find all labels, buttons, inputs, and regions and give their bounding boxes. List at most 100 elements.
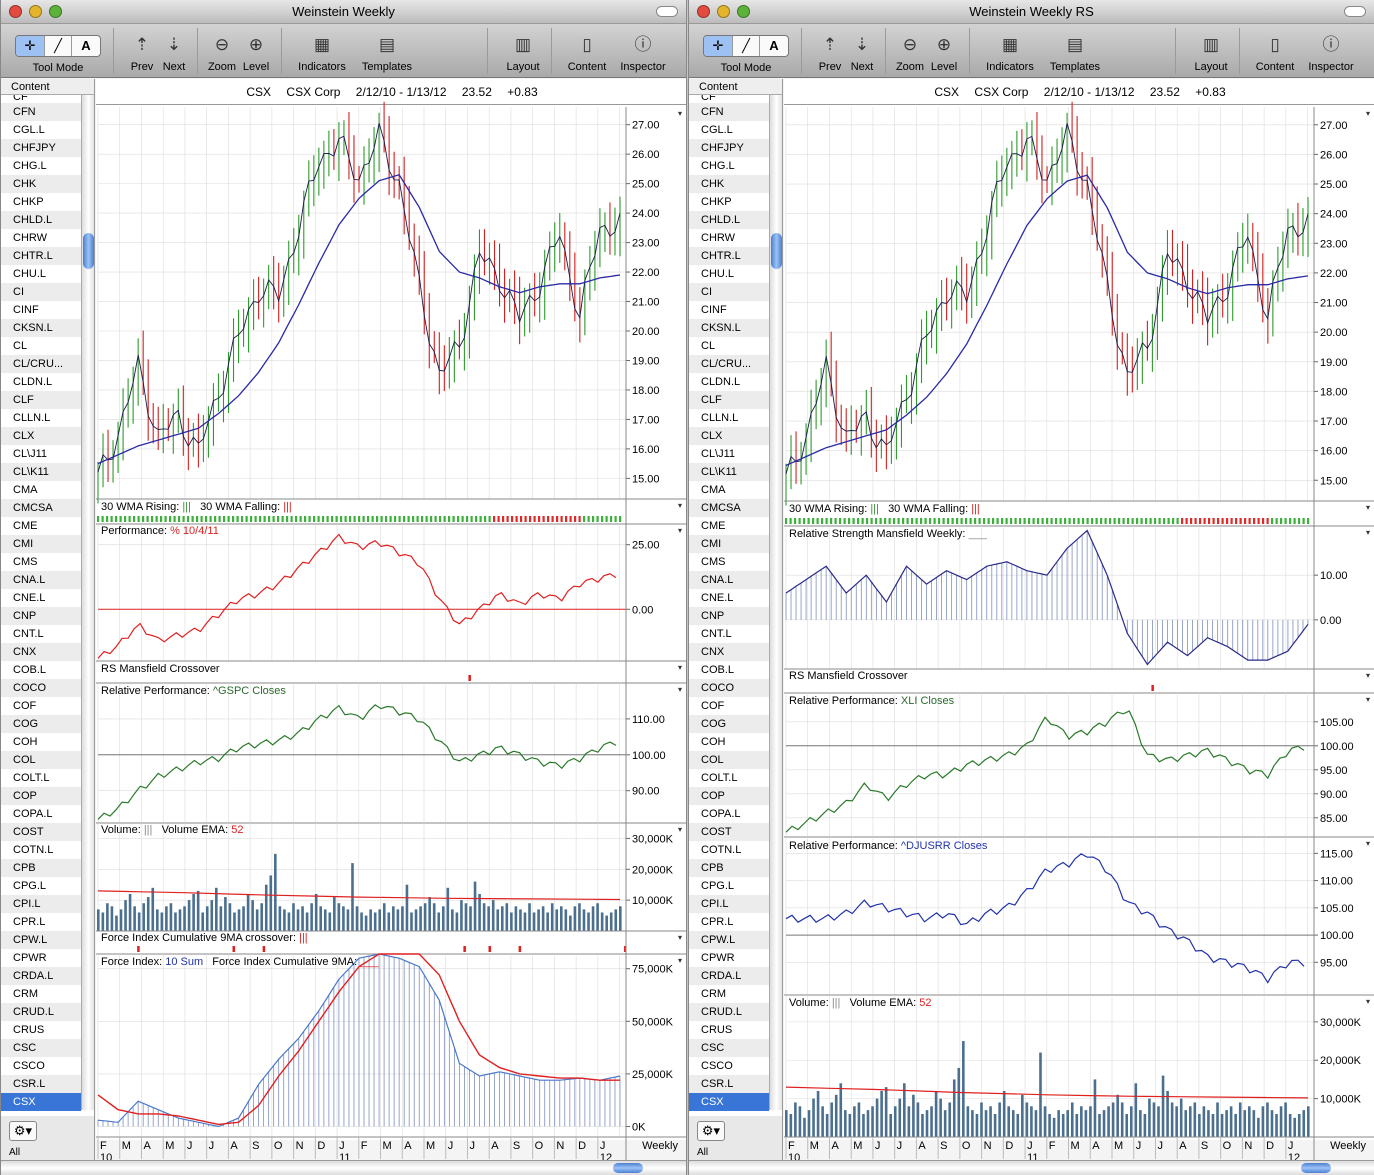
symbol-list-item[interactable]: COB.L <box>701 664 735 676</box>
symbol-list-item[interactable]: CSCO <box>13 1060 45 1072</box>
symbol-list-item[interactable]: COLT.L <box>13 772 50 784</box>
cursor-icon[interactable]: ✛ <box>704 36 732 56</box>
symbol-list-item[interactable]: CMCSA <box>1 499 81 517</box>
horizontal-scrollbar[interactable] <box>1 1160 686 1175</box>
content-button[interactable]: ▯ Content <box>1251 32 1299 73</box>
symbol-list-item[interactable]: CLX <box>1 427 81 445</box>
symbol-list-item[interactable]: CMA <box>701 484 726 496</box>
symbol-list-item[interactable]: CHG.L <box>13 160 47 172</box>
symbol-list-item[interactable]: COCO <box>1 679 81 697</box>
zoom-window-button[interactable] <box>49 5 62 18</box>
zoom-out-button[interactable]: ⊖ Zoom <box>893 32 927 73</box>
symbol-list-item[interactable]: CSC <box>689 1039 769 1057</box>
cursor-icon[interactable]: ✛ <box>16 36 44 56</box>
symbol-list-item[interactable]: COL <box>1 751 81 769</box>
symbol-list-item[interactable]: COF <box>13 700 37 712</box>
symbol-list-item[interactable]: COP <box>1 787 81 805</box>
symbol-list-item[interactable]: CHKP <box>13 196 44 208</box>
symbol-list-item[interactable]: CPR.L <box>13 916 46 928</box>
symbol-list-item[interactable]: CHK <box>689 175 769 193</box>
symbol-list-item[interactable]: CHLD.L <box>689 211 769 229</box>
symbol-list-item[interactable]: CKSN.L <box>689 319 769 337</box>
symbol-list-item[interactable]: CKSN.L <box>1 319 81 337</box>
symbol-list-item[interactable]: CPWR <box>13 952 47 964</box>
symbol-list-item[interactable]: CL\J11 <box>701 448 736 460</box>
templates-button[interactable]: ▤ Templates <box>357 32 417 73</box>
symbol-list-item[interactable]: CMS <box>13 556 38 568</box>
symbol-list-item[interactable]: CRM <box>701 988 727 1000</box>
symbol-list-item[interactable]: CPG.L <box>13 880 47 892</box>
sidebar-scrollbar[interactable] <box>769 95 782 1110</box>
text-icon[interactable]: A <box>81 38 91 53</box>
period-label[interactable]: Weekly <box>642 1140 678 1152</box>
title-bar[interactable]: Weinstein Weekly RS <box>689 0 1374 24</box>
zoom-window-button[interactable] <box>737 5 750 18</box>
symbol-list-item[interactable]: COG <box>1 715 81 733</box>
symbol-list-item[interactable]: CRM <box>13 988 39 1000</box>
close-window-button[interactable] <box>9 5 22 18</box>
symbol-list-item[interactable]: CHLD.L <box>1 211 81 229</box>
symbol-list-item[interactable]: CRUD.L <box>1 1003 81 1021</box>
symbol-list-item[interactable]: CHU.L <box>13 268 47 280</box>
symbol-list-item[interactable]: CPG.L <box>701 880 735 892</box>
tool-mode-selector[interactable]: ✛ ╱ A <box>15 35 101 57</box>
zoom-in-button[interactable]: ⊕ Level <box>239 32 273 73</box>
next-button[interactable]: ⇣ Next <box>847 32 877 73</box>
tool-mode-selector[interactable]: ✛ ╱ A <box>703 35 789 57</box>
toolbar-toggle-button[interactable] <box>656 6 678 17</box>
symbol-list-item[interactable]: COST <box>1 823 81 841</box>
next-button[interactable]: ⇣ Next <box>159 32 189 73</box>
symbol-list-item[interactable]: CRUD.L <box>689 1003 769 1021</box>
layout-button[interactable]: ▥ Layout <box>1189 32 1233 73</box>
indicators-button[interactable]: ▦ Indicators <box>293 32 351 73</box>
symbol-list-item[interactable]: COLT.L <box>701 772 738 784</box>
minimize-window-button[interactable] <box>717 5 730 18</box>
chart-svg[interactable]: 15.00 16.00 17.00 18.00 19.00 20.00 21.00 22.00… <box>96 79 687 1160</box>
symbol-list-item[interactable]: CMI <box>689 535 769 553</box>
symbol-list-item[interactable]: COL <box>689 751 769 769</box>
symbol-list-item[interactable]: CSR.L <box>689 1075 769 1093</box>
prev-button[interactable]: ⇡ Prev <box>815 32 845 73</box>
symbol-list-item[interactable]: CRUS <box>13 1024 45 1036</box>
symbol-list-item[interactable]: CPW.L <box>1 931 81 949</box>
symbol-list-item[interactable]: CPR.L <box>701 916 734 928</box>
symbol-list-item[interactable]: CNX <box>689 643 769 661</box>
symbol-list-item[interactable]: CL\J11 <box>13 448 48 460</box>
symbol-list-item[interactable]: COF <box>701 700 725 712</box>
symbol-list-item[interactable]: CNA.L <box>1 571 81 589</box>
symbol-list-item[interactable]: CL\K11 <box>689 463 769 481</box>
zoom-in-button[interactable]: ⊕ Level <box>927 32 961 73</box>
symbol-list-item[interactable]: CLLN.L <box>13 412 51 424</box>
symbol-list-item[interactable]: CL\K11 <box>1 463 81 481</box>
gear-icon[interactable]: ⚙▾ <box>697 1121 725 1141</box>
text-icon[interactable]: A <box>769 38 779 53</box>
all-filter-label[interactable]: All <box>697 1147 709 1158</box>
symbol-list-item[interactable]: CLX <box>689 427 769 445</box>
minimize-window-button[interactable] <box>29 5 42 18</box>
symbol-list-item[interactable]: CPW.L <box>689 931 769 949</box>
symbol-list-item[interactable]: CGL.L <box>701 124 733 136</box>
symbol-list-item[interactable]: CHTR.L <box>1 247 81 265</box>
symbol-list-item[interactable]: CRDA.L <box>689 967 769 985</box>
symbol-list-item[interactable]: CHFJPY <box>689 139 769 157</box>
symbol-list-item[interactable]: CHU.L <box>701 268 735 280</box>
symbol-list-item[interactable]: CHK <box>1 175 81 193</box>
symbol-list-item[interactable]: COPA.L <box>13 808 53 820</box>
symbol-list-item[interactable]: CHG.L <box>701 160 735 172</box>
symbol-list-item[interactable]: CNT.L <box>13 628 44 640</box>
symbol-list-item[interactable]: CMA <box>13 484 38 496</box>
symbol-list-item[interactable]: CHKP <box>701 196 732 208</box>
symbol-list-item[interactable]: CPB <box>1 859 81 877</box>
symbol-list-item[interactable]: CRUS <box>701 1024 733 1036</box>
horizontal-scrollbar[interactable] <box>689 1160 1374 1175</box>
templates-button[interactable]: ▤ Templates <box>1045 32 1105 73</box>
symbol-list-item[interactable]: CMCSA <box>689 499 769 517</box>
symbol-list-item[interactable]: CF <box>13 95 28 103</box>
symbol-list-item[interactable]: COPA.L <box>701 808 741 820</box>
symbol-list-item[interactable]: CME <box>13 520 38 532</box>
symbol-list-item[interactable]: CSC <box>1 1039 81 1057</box>
symbol-list-item[interactable]: COST <box>689 823 769 841</box>
symbol-list-item[interactable]: CNE.L <box>701 592 734 604</box>
symbol-list-item[interactable]: CHRW <box>701 232 736 244</box>
symbol-list-item[interactable]: COTN.L <box>13 844 54 856</box>
